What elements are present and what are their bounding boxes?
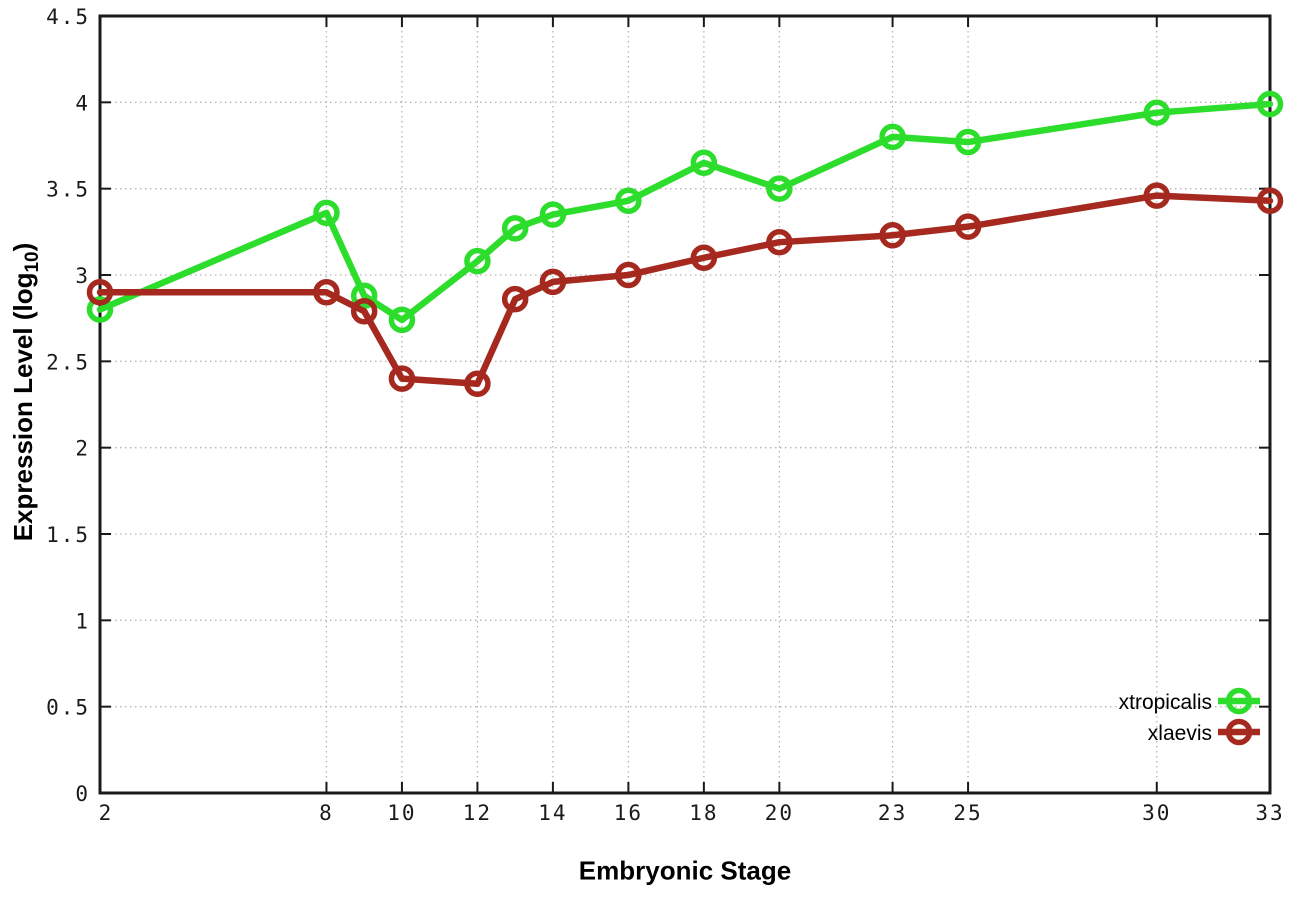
legend-item-xlaevis: xlaevis bbox=[1148, 718, 1260, 746]
data-point-xtropicalis bbox=[539, 201, 567, 228]
data-point-xtropicalis bbox=[954, 128, 982, 156]
y-tick-label: 1 bbox=[75, 609, 90, 633]
data-point-xtropicalis bbox=[615, 187, 642, 215]
data-point-xtropicalis bbox=[350, 282, 378, 309]
data-point-xlaevis bbox=[539, 268, 567, 296]
data-point-xlaevis bbox=[615, 261, 642, 289]
data-point-xlaevis bbox=[501, 285, 529, 313]
x-tick-label: 18 bbox=[689, 801, 718, 825]
x-tick-label: 23 bbox=[878, 801, 907, 825]
y-tick-label: 0.5 bbox=[46, 696, 90, 720]
data-point-xtropicalis bbox=[501, 215, 529, 242]
x-tick-label: 20 bbox=[765, 801, 794, 825]
x-tick-label: 16 bbox=[614, 801, 643, 825]
x-axis-title: Embryonic Stage bbox=[578, 855, 792, 886]
data-point-xtropicalis bbox=[313, 199, 340, 227]
data-point-xtropicalis bbox=[1256, 90, 1284, 118]
y-tick-label: 4 bbox=[75, 91, 90, 115]
data-point-xtropicalis bbox=[388, 306, 416, 334]
data-point-xlaevis bbox=[350, 298, 378, 325]
y-axis-title-main: Expression Level (log bbox=[8, 272, 38, 542]
x-tick-label: 8 bbox=[319, 801, 334, 825]
y-tick-label: 1.5 bbox=[46, 523, 90, 547]
data-point-xlaevis bbox=[766, 228, 793, 256]
y-axis-title-subscript: 10 bbox=[22, 251, 43, 273]
y-tick-label: 3.5 bbox=[46, 178, 90, 202]
x-tick-label: 10 bbox=[387, 801, 416, 825]
x-tick-label: 2 bbox=[99, 801, 114, 825]
data-point-xlaevis bbox=[86, 279, 114, 306]
y-tick-label: 2 bbox=[75, 437, 90, 461]
x-tick-label: 14 bbox=[538, 801, 567, 825]
x-tick-label: 25 bbox=[953, 801, 982, 825]
plot-border bbox=[98, 14, 1272, 795]
y-tick-label: 4.5 bbox=[46, 5, 90, 29]
y-axis-title: Expression Level (log10) bbox=[8, 243, 44, 542]
x-tick-label: 33 bbox=[1255, 801, 1284, 825]
y-tick-label: 0 bbox=[75, 782, 90, 806]
data-point-xtropicalis bbox=[464, 247, 491, 275]
data-point-xtropicalis bbox=[1143, 99, 1171, 126]
x-tick-label: 30 bbox=[1142, 801, 1171, 825]
data-point-xlaevis bbox=[388, 365, 416, 392]
legend-label: xlaevis bbox=[1148, 722, 1212, 745]
legend-marker-icon bbox=[1225, 687, 1253, 715]
legend-label: xtropicalis bbox=[1119, 691, 1212, 714]
series-line-xlaevis bbox=[96, 192, 1274, 388]
legend-item-xtropicalis: xtropicalis bbox=[1119, 687, 1260, 715]
y-tick-label: 2.5 bbox=[46, 350, 90, 374]
data-point-xlaevis bbox=[690, 244, 718, 271]
data-point-xtropicalis bbox=[690, 149, 718, 177]
x-tick-label: 12 bbox=[463, 801, 492, 825]
legend-marker-icon bbox=[1225, 718, 1253, 746]
y-tick-label: 3 bbox=[75, 264, 90, 288]
data-point-xtropicalis bbox=[879, 123, 906, 151]
y-axis-title-close: ) bbox=[8, 242, 38, 252]
data-point-xlaevis bbox=[313, 279, 340, 306]
data-point-xtropicalis bbox=[86, 296, 114, 323]
data-point-xlaevis bbox=[1256, 187, 1284, 215]
data-point-xlaevis bbox=[1143, 182, 1171, 209]
data-point-xlaevis bbox=[954, 213, 982, 240]
data-point-xlaevis bbox=[464, 370, 491, 398]
data-point-xtropicalis bbox=[766, 175, 793, 202]
series-line-xtropicalis bbox=[96, 100, 1274, 324]
data-point-xlaevis bbox=[879, 222, 906, 249]
